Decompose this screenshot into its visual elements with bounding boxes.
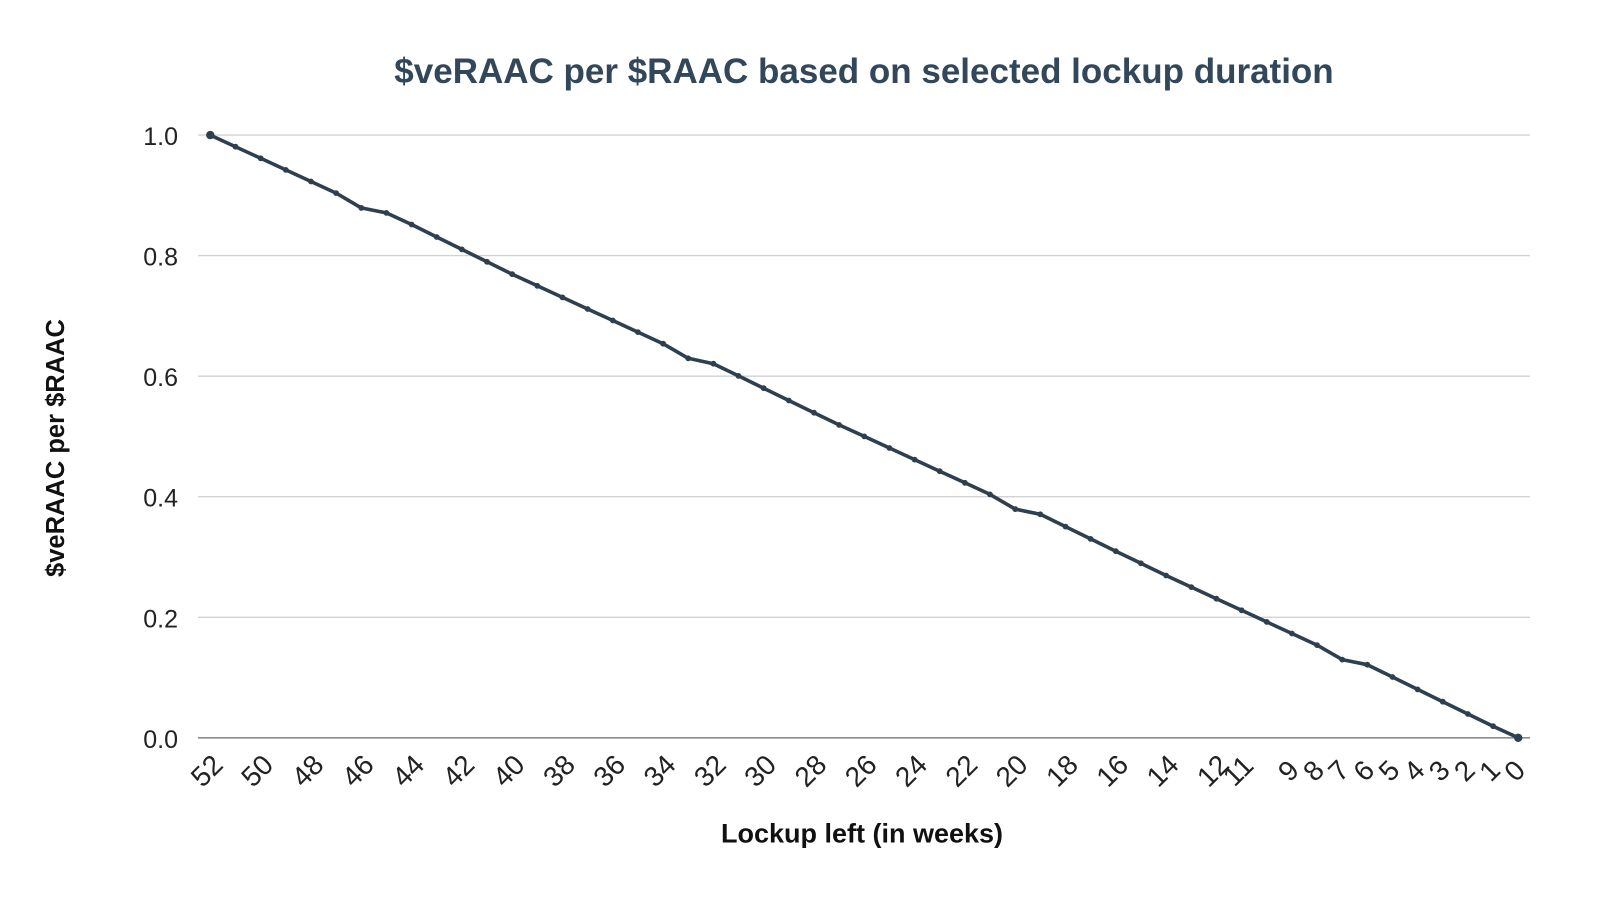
svg-text:0.2: 0.2 bbox=[143, 605, 178, 633]
svg-text:0.0: 0.0 bbox=[143, 726, 178, 754]
svg-text:$veRAAC per $RAAC based on sel: $veRAAC per $RAAC based on selected lock… bbox=[394, 52, 1333, 91]
svg-text:0.6: 0.6 bbox=[143, 364, 178, 392]
svg-text:1.0: 1.0 bbox=[143, 123, 178, 151]
svg-text:Lockup left (in weeks): Lockup left (in weeks) bbox=[721, 819, 1003, 849]
svg-text:0.8: 0.8 bbox=[143, 244, 178, 272]
svg-text:0.4: 0.4 bbox=[143, 485, 178, 513]
svg-text:$veRAAC per $RAAC: $veRAAC per $RAAC bbox=[42, 319, 70, 577]
